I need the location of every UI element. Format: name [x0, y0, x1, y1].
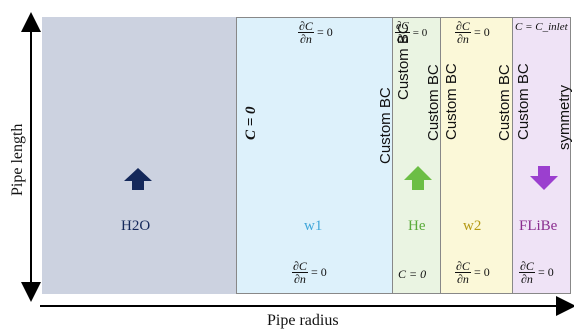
bc-flux-bottom-w2: ∂C ∂n = 0	[455, 259, 490, 286]
label-w2: w2	[463, 218, 482, 234]
label-h2o: H2O	[121, 218, 151, 234]
bc-flux-top-w2: ∂C ∂n = 0	[455, 19, 490, 46]
label-flibe: FLiBe	[519, 218, 558, 234]
region-w2	[441, 17, 513, 294]
he-up-arrow-icon	[404, 166, 432, 190]
bc-custom-flibe-left: Custom BC	[515, 63, 532, 140]
bc-c-zero-left: C = 0	[243, 106, 259, 140]
bc-flux-bottom-w1: ∂C ∂n = 0	[292, 259, 327, 286]
label-w1: w1	[304, 218, 323, 234]
bc-custom-he-right: Custom BC	[425, 64, 442, 141]
h2o-up-arrow-icon	[124, 168, 152, 190]
bc-custom-w1-right: Custom BC	[377, 87, 394, 164]
bc-symmetry: symmetry	[556, 85, 573, 150]
bc-c-zero-he-bottom: C = 0	[398, 267, 427, 281]
bc-inlet: C = C_inlet	[515, 21, 568, 33]
label-he: He	[408, 218, 426, 234]
region-w1	[236, 17, 393, 294]
bc-custom-w2-right: Custom BC	[496, 64, 513, 141]
bc-custom-w2-left: Custom BC	[443, 63, 460, 140]
flibe-down-arrow-icon	[530, 166, 558, 190]
x-axis-label: Pipe radius	[267, 312, 339, 329]
region-flibe	[513, 17, 571, 294]
region-h2o	[42, 17, 236, 294]
bc-flux-top-w1: ∂C ∂n = 0	[298, 19, 333, 46]
region-he	[393, 17, 441, 294]
bc-flux-top-he: ∂C ∂n = 0	[395, 20, 428, 45]
bc-flux-bottom-flibe: ∂C ∂n = 0	[519, 259, 554, 286]
